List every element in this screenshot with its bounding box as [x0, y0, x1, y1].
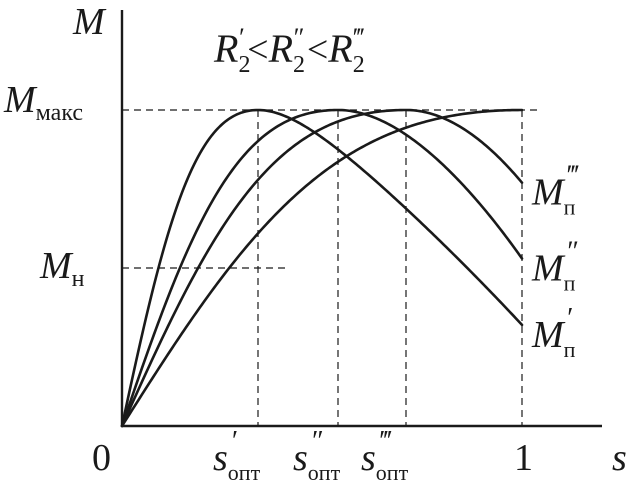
x-axis-label: s	[612, 437, 627, 479]
m-max-label: Mмакс	[3, 79, 83, 126]
series-end-label-1: Mп′	[531, 303, 576, 362]
series-labels: Mп′ sопт′ Mп″ sопт″ Mп‴ sопт‴	[213, 161, 579, 485]
torque-curve-1	[120, 108, 524, 428]
s-opt-label-2: sопт″	[293, 426, 341, 485]
torque-curves	[120, 108, 524, 428]
resistance-relation: R2′ <R2″ <R2‴	[213, 23, 365, 78]
m-nominal-label: Mн	[39, 245, 85, 292]
series-end-label-2: Mп″	[531, 237, 577, 296]
guide-lines	[122, 109, 538, 426]
torque-curve-3	[120, 108, 524, 428]
series-end-label-3: Mп‴	[531, 161, 579, 220]
torque-curve-2	[120, 108, 524, 428]
s-opt-label-1: sопт′	[213, 426, 261, 485]
torque-curve-4	[120, 108, 524, 428]
y-axis-label: M	[72, 1, 107, 43]
origin-label: 0	[92, 437, 111, 479]
s-opt-label-3: sопт‴	[361, 426, 409, 485]
x-end-label: 1	[514, 437, 533, 479]
